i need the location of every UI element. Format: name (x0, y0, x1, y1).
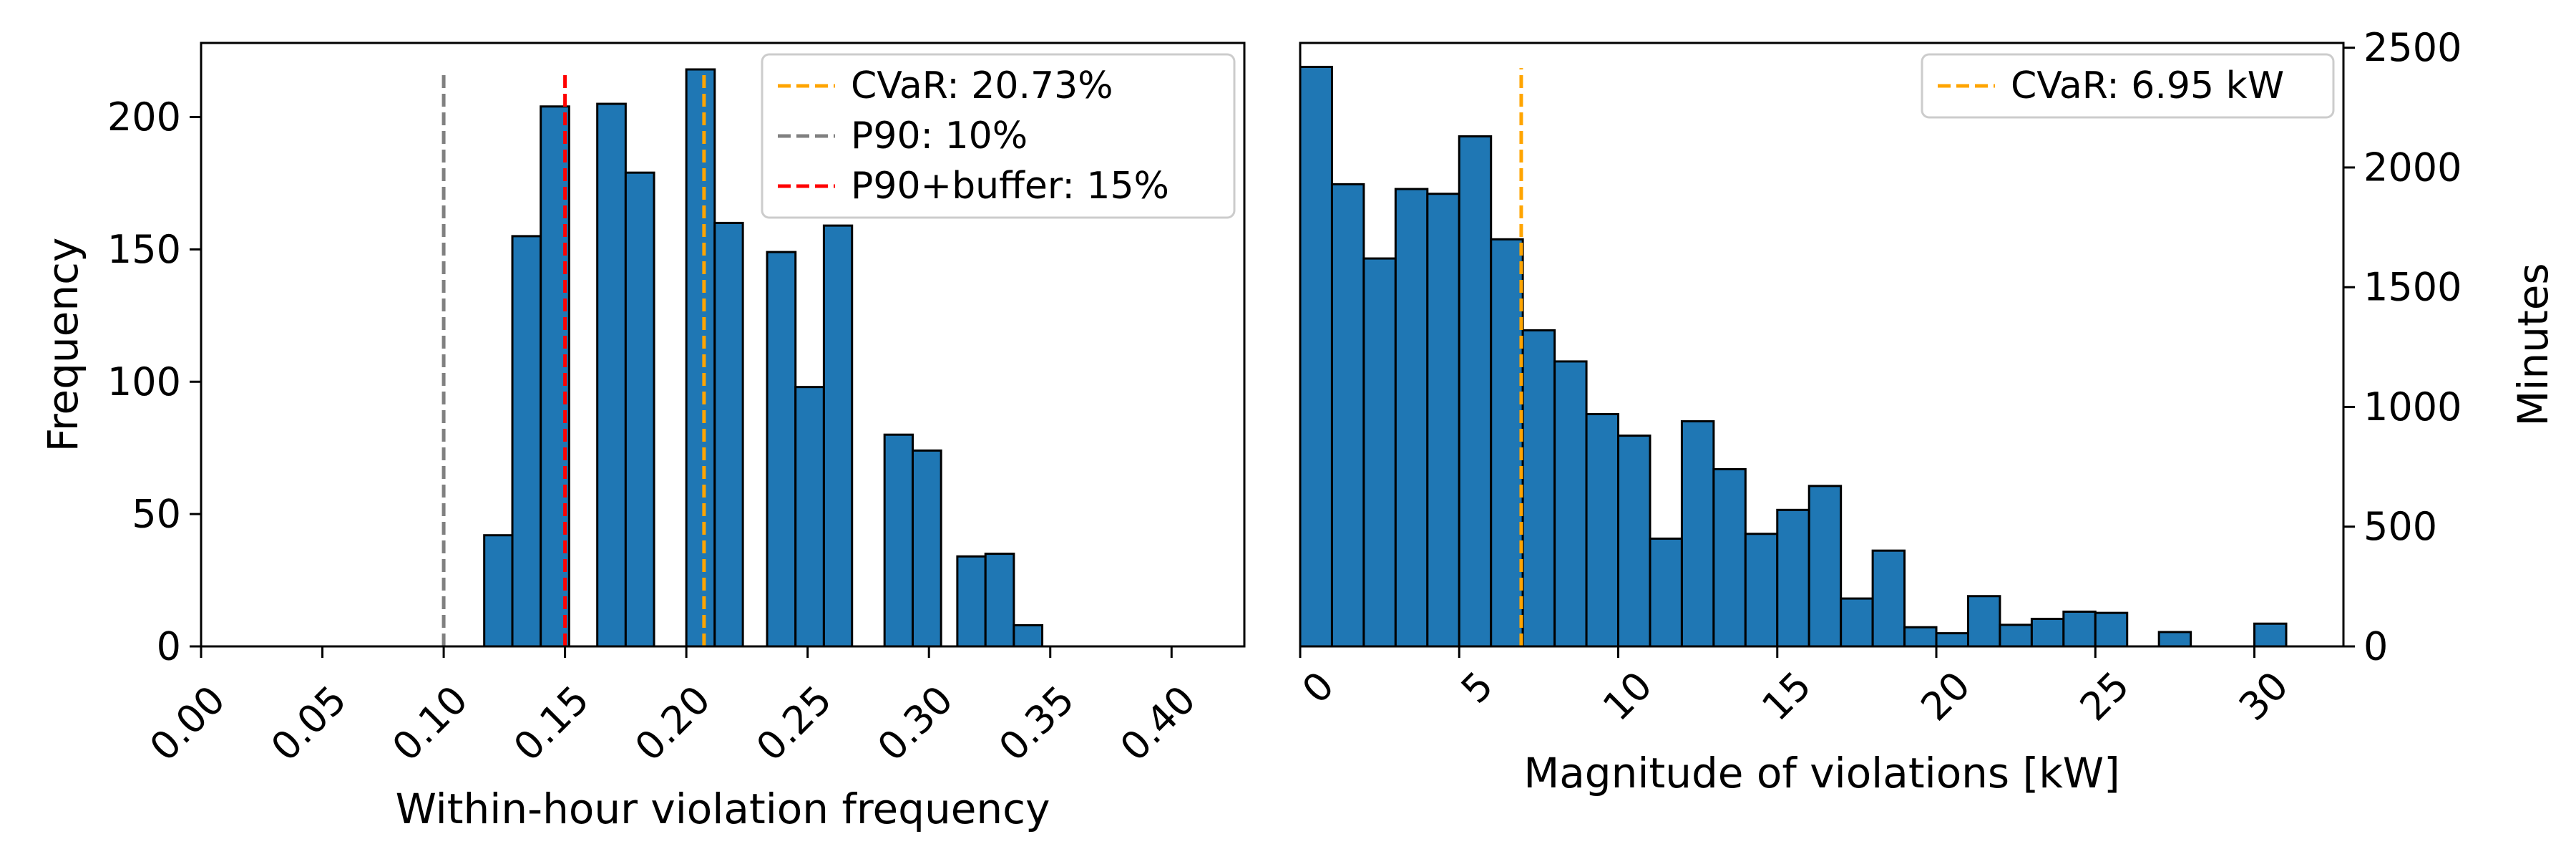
y-tick-label: 2500 (2363, 25, 2462, 70)
histogram-bar (1744, 533, 1779, 648)
legend-box (1921, 53, 2335, 119)
histogram-bar (2253, 622, 2288, 648)
legend-box (761, 53, 1236, 219)
y-tick-label: 150 (107, 227, 181, 272)
x-axis: 0.00 0.05 0.10 0.15 0.20 0.25 0.30 0.35 0.40 (141, 646, 1204, 770)
x-tick-label: 15 (1753, 663, 1820, 729)
histogram-bar (1330, 183, 1365, 648)
histogram-bar (685, 68, 716, 648)
x-tick-label: 0.05 (263, 677, 356, 770)
y-axis: 0 500 1000 1500 2000 2500 (2343, 25, 2462, 669)
y-tick-label: 100 (107, 359, 181, 404)
histogram-bar (1394, 188, 1429, 648)
legend: CVaR: 20.73% P90: 10% P90+buffer: 15% (761, 53, 1236, 219)
right-histogram: 0 5 10 15 20 25 30 0 500 1000 1500 2000 2500 Magnitud… (1294, 25, 2557, 797)
histogram-bar (1299, 65, 1333, 648)
y-tick-label: 1000 (2363, 384, 2462, 430)
histogram-bar (1362, 257, 1397, 648)
x-tick-label: 20 (1912, 663, 1979, 729)
histogram-bar (1013, 623, 1044, 648)
histogram-bar (1680, 420, 1715, 648)
x-tick-label: 0 (1294, 663, 1343, 712)
histogram-bar (822, 224, 854, 648)
x-tick-label: 10 (1594, 663, 1661, 729)
left-histogram: 0.00 0.05 0.10 0.15 0.20 0.25 0.30 0.35 0.40 0 50 1… (39, 42, 1246, 833)
histogram-bar (911, 449, 942, 648)
histogram-bar (1617, 435, 1652, 648)
histogram-bar (794, 386, 825, 648)
histogram-bar (1712, 467, 1747, 648)
histogram-bar (713, 221, 744, 648)
histogram-bar (1903, 626, 1938, 648)
bars (1299, 65, 2288, 648)
x-axis-title: Within-hour violation frequency (396, 785, 1050, 833)
histogram-bar (2094, 611, 2129, 648)
x-tick-label: 0.15 (505, 677, 598, 770)
histogram-bar (596, 102, 627, 648)
legend-label: P90+buffer: 15% (851, 165, 1169, 208)
x-tick-label: 0.25 (748, 677, 841, 770)
histogram-bar (624, 171, 655, 648)
legend: CVaR: 6.95 kW (1921, 53, 2335, 119)
y-tick-label: 2000 (2363, 145, 2462, 190)
y-axis-title: Minutes (2509, 263, 2557, 426)
y-tick-label: 500 (2363, 504, 2437, 549)
histogram-bar (1458, 135, 1493, 648)
histogram-bar (2062, 610, 2097, 648)
x-tick-label: 0.35 (990, 677, 1083, 770)
x-tick-label: 0.10 (384, 677, 477, 770)
y-axis: 0 50 100 150 200 (107, 94, 201, 669)
histogram-bar (1649, 537, 1683, 648)
histogram-bar (1553, 360, 1588, 648)
histogram-bar (1585, 413, 1620, 648)
histogram-bar (1776, 508, 1810, 648)
legend-label: CVaR: 6.95 kW (2011, 64, 2284, 107)
histogram-bar (2157, 631, 2192, 648)
histogram-bar (984, 553, 1015, 648)
axes-frame (200, 42, 1246, 648)
histogram-bar (956, 555, 987, 648)
x-tick-label: 0.30 (869, 677, 962, 770)
x-tick-label: 5 (1453, 663, 1502, 712)
histogram-bar (511, 235, 542, 648)
legend-label: P90: 10% (851, 115, 1028, 157)
y-tick-label: 50 (132, 492, 181, 537)
x-tick-label: 0.20 (626, 677, 719, 770)
x-tick-label: 30 (2230, 663, 2297, 729)
histogram-bar (1935, 632, 1969, 648)
x-axis: 0 5 10 15 20 25 30 (1294, 646, 2297, 729)
y-tick-label: 200 (107, 94, 181, 140)
histogram-bar (483, 534, 514, 648)
histogram-bar (1807, 485, 1843, 648)
x-tick-label: 25 (2072, 663, 2138, 729)
histogram-bar (1840, 597, 1874, 648)
legend-label: CVaR: 20.73% (851, 64, 1113, 107)
axes-frame (1299, 42, 2345, 648)
y-tick-label: 0 (2363, 624, 2388, 669)
histogram-bar (1966, 595, 2001, 648)
y-tick-label: 1500 (2363, 265, 2462, 310)
histogram-bar (1871, 549, 1906, 648)
histogram-bar (1490, 238, 1524, 648)
y-tick-label: 0 (157, 624, 181, 669)
histogram-bar (1426, 193, 1460, 648)
histogram-bar (1521, 329, 1556, 648)
histogram-bar (1999, 623, 2033, 648)
histogram-bar (766, 251, 797, 648)
x-tick-label: 0.40 (1111, 677, 1204, 770)
histogram-bar (883, 433, 914, 648)
histogram-bar (2030, 618, 2065, 648)
y-axis-title: Frequency (39, 238, 87, 452)
x-axis-title: Magnitude of violations [kW] (1523, 749, 2120, 797)
x-tick-label: 0.00 (141, 677, 234, 770)
